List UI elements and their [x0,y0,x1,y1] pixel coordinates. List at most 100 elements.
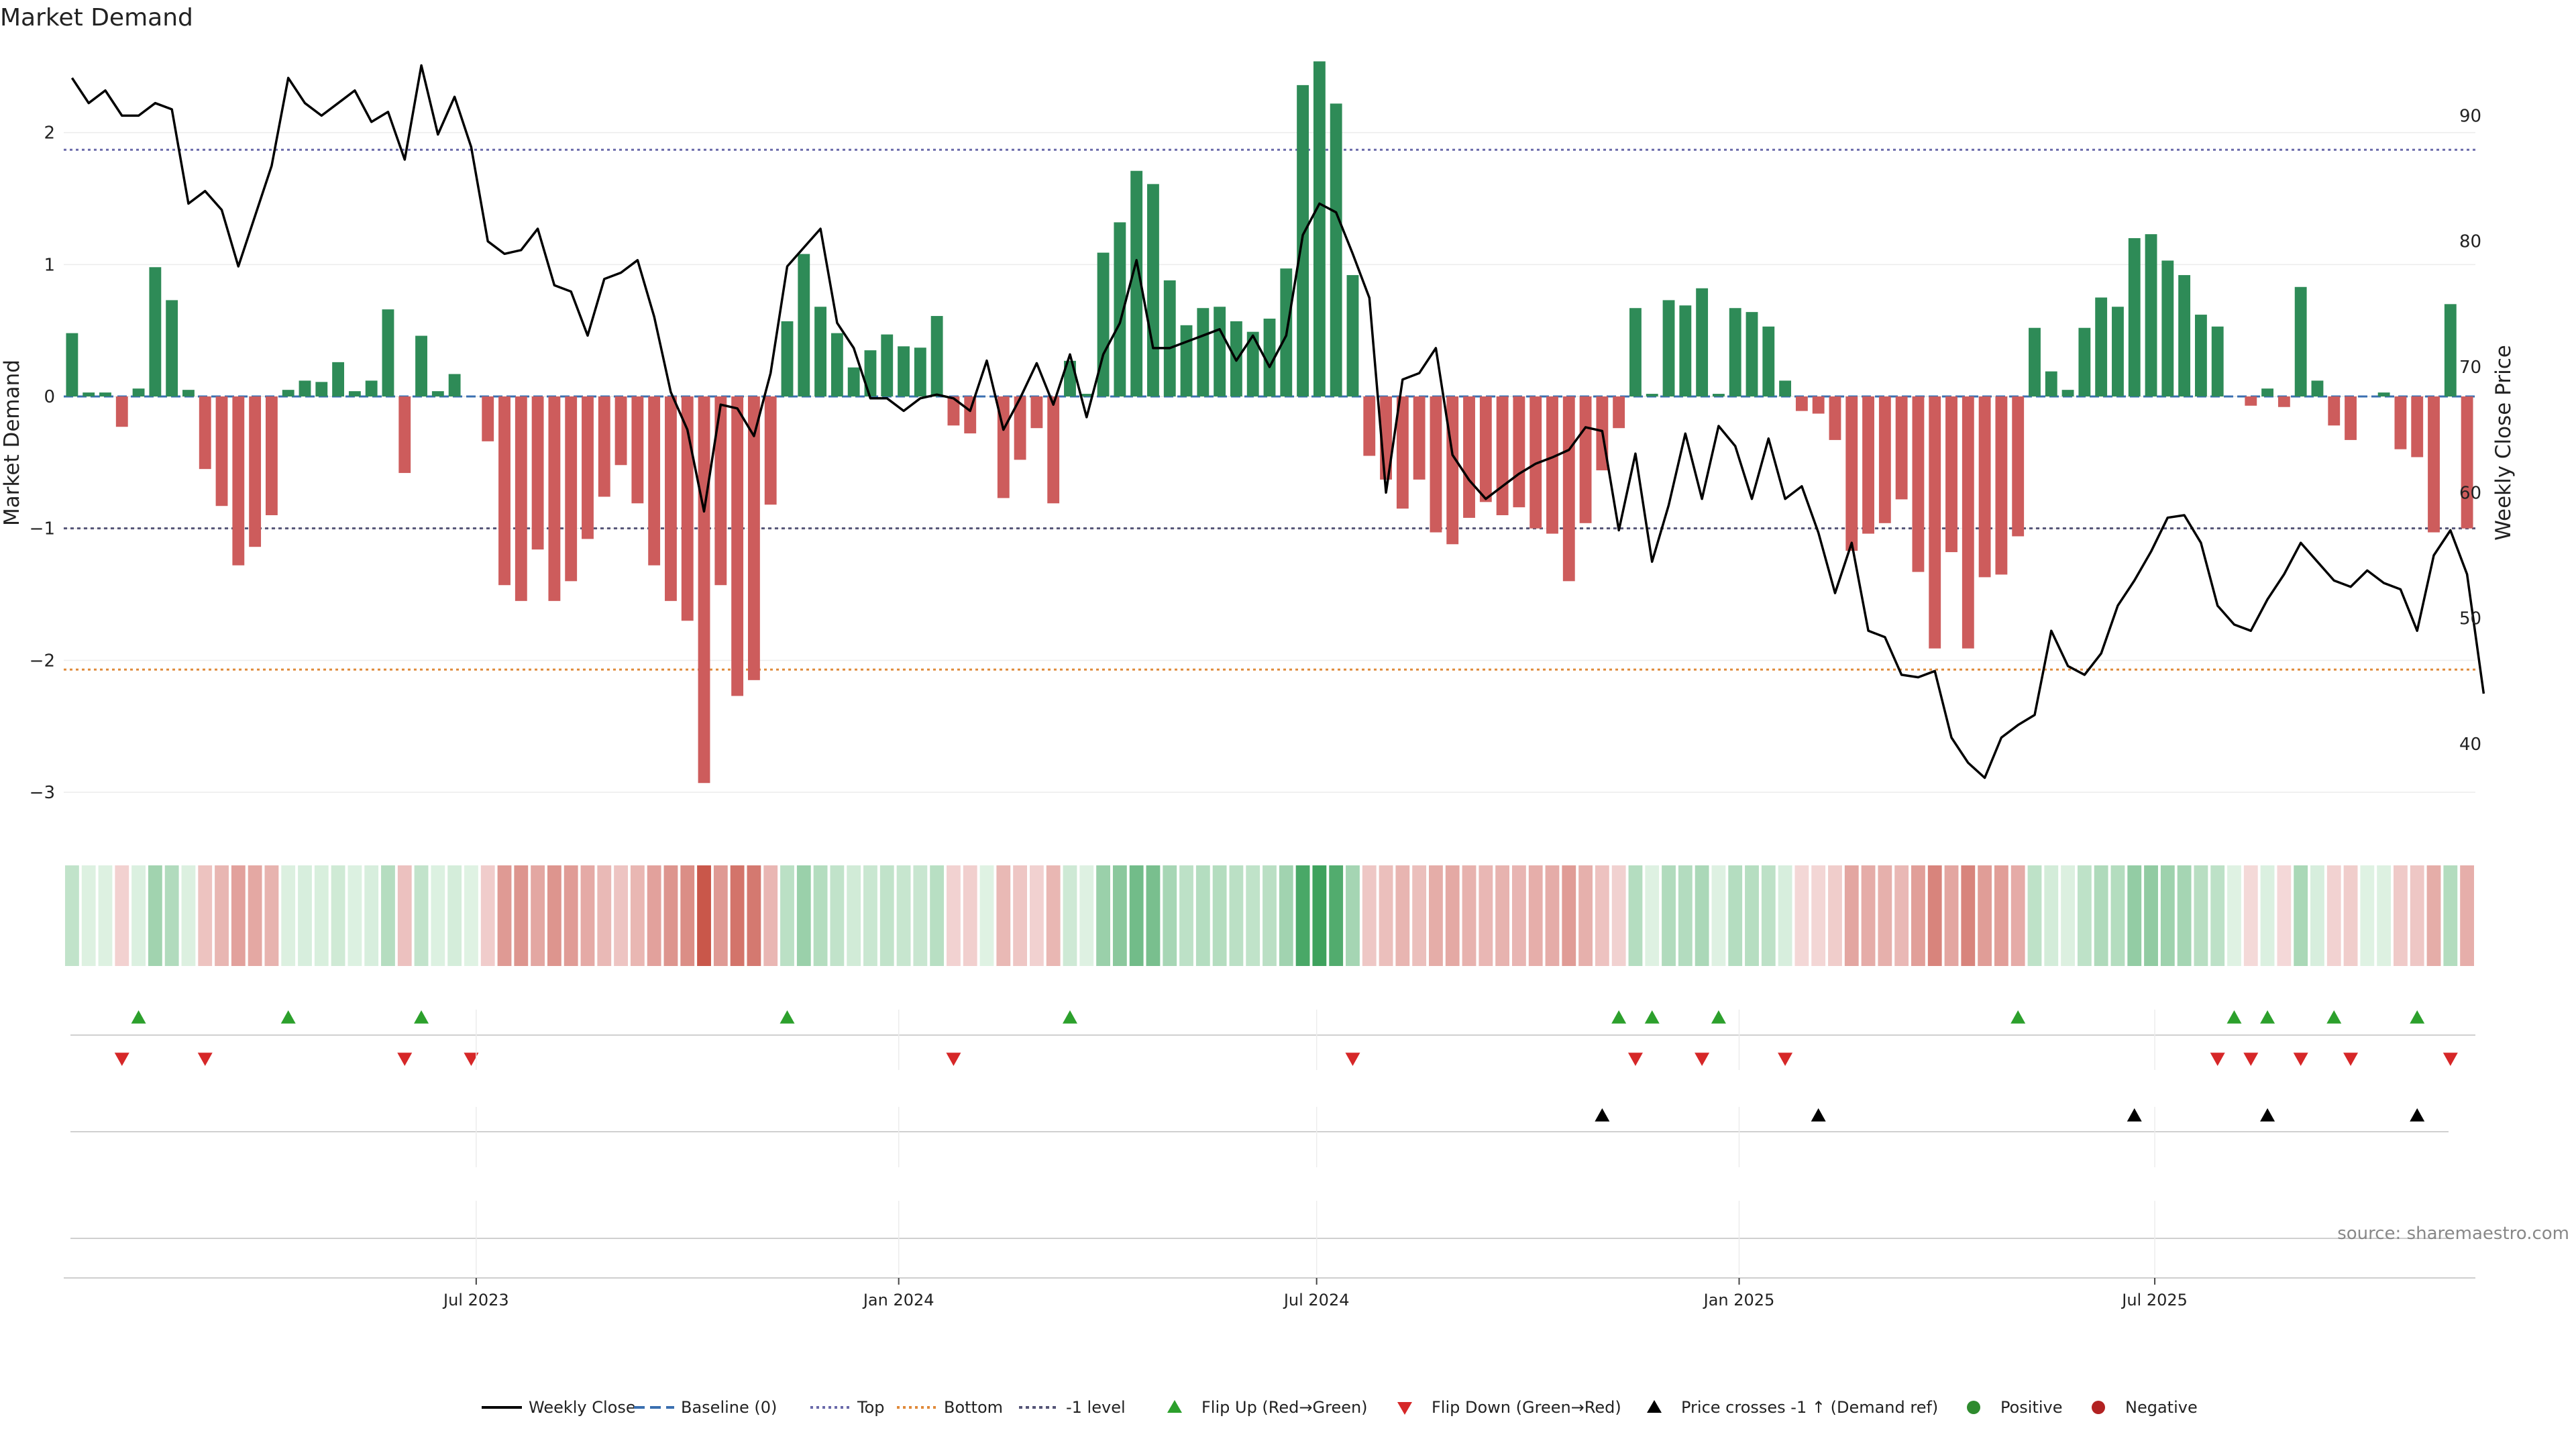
heat-cell [1229,865,1244,966]
heat-cell [115,865,129,966]
heat-cell [131,865,146,966]
flip-down-marker [114,1053,129,1066]
chart-title: Market Demand [0,4,193,32]
y-tick-label: 2 [44,123,55,144]
demand-bar [1313,61,1326,396]
demand-bar [115,396,128,427]
heat-cell [1495,865,1510,966]
demand-bar [232,396,245,566]
heat-cell [1745,865,1759,966]
heat-cell [2310,865,2324,966]
heat-cell [963,865,977,966]
heat-cell [81,865,96,966]
demand-bar [881,334,894,396]
demand-bar [1330,103,1342,396]
demand-bar [1097,252,1110,396]
heat-cell [1063,865,1077,966]
demand-bar [1214,307,1226,396]
demand-bar [814,307,827,396]
heat-cell [2027,865,2042,966]
heat-cell [2243,865,2258,966]
legend-item-positive: Positive [1967,1398,2063,1417]
flip-up-marker [2010,1010,2026,1024]
demand-bar [2078,327,2091,396]
heat-cell [996,865,1011,966]
heat-cell [1329,865,1344,966]
demand-bar [1795,396,1808,411]
heat-cell [198,865,213,966]
demand-bar [947,396,960,426]
demand-bar [698,396,710,784]
heat-cell [713,865,728,966]
heat-cell [1195,865,1210,966]
demand-bar [1263,318,1276,396]
demand-bar [249,396,262,547]
demand-bar [1662,300,1675,396]
heat-cell [1029,865,1044,966]
heat-cell [414,865,429,966]
demand-bar [648,396,661,566]
heat-cell [1346,865,1360,966]
demand-bar [1729,308,1741,396]
heat-cell [930,865,945,966]
flip-down-marker [2243,1053,2259,1066]
legend-item-top: Top [810,1398,885,1417]
demand-bar [1912,396,1925,572]
demand-bar [2128,238,2141,396]
heat-cell [1013,865,1028,966]
demand-bar [1430,396,1442,533]
y-tick-label: −2 [30,651,55,671]
heat-cell [879,865,894,966]
demand-bar [1346,275,1359,396]
heat-cell [1263,865,1277,966]
heat-cell [2194,865,2208,966]
flip-down-marker [2293,1053,2308,1066]
demand-bar [2328,396,2341,426]
heat-cell [397,865,412,966]
heat-cell [381,865,395,966]
demand-bar [215,396,228,506]
price-cross-marker [1595,1108,1610,1122]
demand-bar [548,396,561,601]
price-cross-marker [1811,1108,1826,1122]
y2-tick-label: 90 [2459,106,2481,126]
demand-bar [1613,396,1625,429]
heat-cell [347,865,362,966]
heat-cell [780,865,794,966]
demand-bar [1246,331,1259,396]
demand-bar [382,309,394,396]
demand-bar [1829,396,1841,440]
legend-label: Flip Up (Red→Green) [1201,1398,1368,1417]
heat-cell [1096,865,1110,966]
heat-cell [1611,865,1626,966]
heat-cell [1894,865,1909,966]
heat-cell [2127,865,2142,966]
heat-cell [1379,865,1393,966]
heat-cell [663,865,678,966]
signal-markers [64,1010,2475,1279]
heat-cell [1362,865,1377,966]
heat-cell [1462,865,1477,966]
y2-tick-label: 60 [2459,483,2481,503]
heat-cell [1146,865,1161,966]
demand-bar [1762,326,1775,396]
y2-tick-label: 70 [2459,358,2481,378]
heat-cell [264,865,279,966]
demand-bar [1463,396,1475,518]
price-cross-marker [2410,1108,2425,1122]
heat-cell [1711,865,1726,966]
legend-label: Negative [2125,1398,2198,1417]
heat-cell [1828,865,1842,966]
heat-cell [2360,865,2375,966]
demand-bar [1945,396,1957,553]
demand-bar [1629,308,1642,396]
y-tick-label: −3 [30,783,55,803]
heat-cell [2044,865,2059,966]
demand-bar [565,396,578,582]
heat-cell [215,865,229,966]
heat-cell [1578,865,1593,966]
heat-cell [813,865,828,966]
demand-bar [498,396,511,586]
demand-bar [66,333,78,396]
